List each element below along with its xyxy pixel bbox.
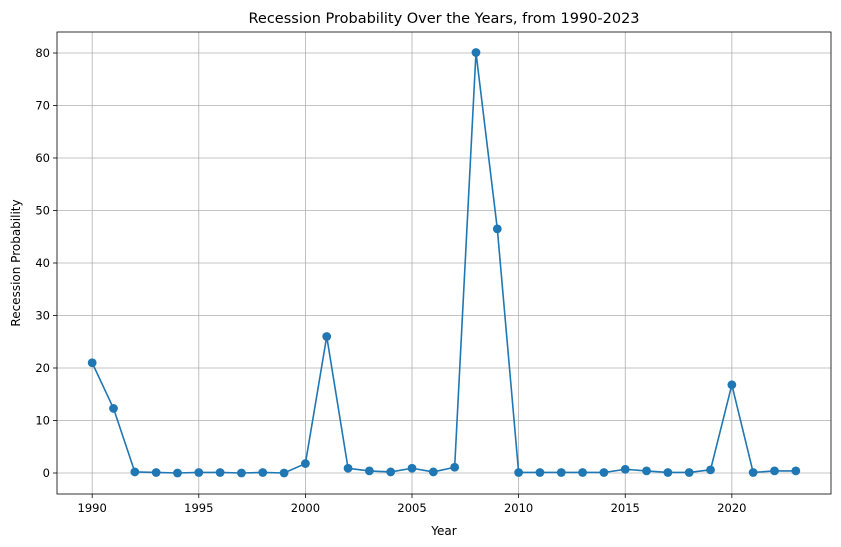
x-tick-label: 2020	[717, 501, 746, 515]
y-tick-label: 70	[35, 99, 50, 113]
data-point	[578, 468, 587, 477]
data-point	[471, 48, 481, 57]
axes-frame	[56, 31, 832, 495]
data-point	[727, 380, 737, 390]
data-point	[173, 468, 182, 478]
data-point	[428, 467, 438, 477]
data-point	[130, 467, 140, 477]
data-point	[791, 466, 801, 476]
grid-lines	[57, 32, 831, 494]
data-point	[450, 462, 460, 472]
data-point	[301, 459, 310, 468]
data-point	[322, 332, 332, 341]
y-tick-label: 10	[35, 414, 50, 428]
y-axis-label: Recession Probability	[9, 199, 23, 326]
data-point	[194, 468, 204, 477]
x-axis-label: Year	[430, 524, 456, 538]
data-point	[556, 468, 566, 477]
data-point	[151, 468, 161, 477]
x-tick-label: 2000	[291, 501, 320, 515]
data-point	[770, 466, 779, 476]
y-tick-label: 40	[35, 256, 50, 270]
data-point	[109, 404, 118, 413]
data-point	[237, 468, 246, 478]
data-point	[215, 468, 225, 477]
data-point	[663, 468, 673, 477]
y-tick-label: 60	[35, 151, 50, 165]
y-tick-label: 20	[35, 361, 50, 375]
data-point	[684, 468, 694, 477]
x-tick-label: 2005	[397, 501, 426, 515]
data-point	[748, 468, 758, 477]
data-point	[407, 463, 417, 473]
data-point	[386, 467, 396, 477]
data-point	[279, 468, 289, 478]
data-point	[343, 463, 353, 473]
chart-title: Recession Probability Over the Years, fr…	[248, 11, 639, 27]
axis-ticks: 1990 1995 2000 2005 2010 2015 2020 0 10 20 30 40 50 6…	[35, 46, 746, 515]
data-point	[364, 466, 374, 476]
data-point	[514, 468, 524, 477]
data-point	[642, 466, 651, 476]
data-point	[492, 224, 502, 234]
data-point	[87, 358, 97, 368]
y-tick-label: 30	[35, 309, 50, 323]
y-tick-label: 0	[43, 466, 50, 480]
data-point	[258, 468, 268, 477]
x-tick-label: 1995	[184, 501, 213, 515]
x-tick-label: 2010	[504, 501, 533, 515]
y-tick-label: 80	[35, 46, 50, 60]
series-line	[91, 51, 796, 474]
x-tick-label: 1990	[78, 501, 107, 515]
data-point	[599, 468, 609, 477]
y-tick-label: 50	[35, 204, 50, 218]
data-point	[535, 468, 545, 477]
plot-area	[87, 48, 801, 478]
data-point	[620, 464, 630, 474]
x-tick-label: 2015	[611, 501, 640, 515]
data-point	[706, 465, 715, 475]
